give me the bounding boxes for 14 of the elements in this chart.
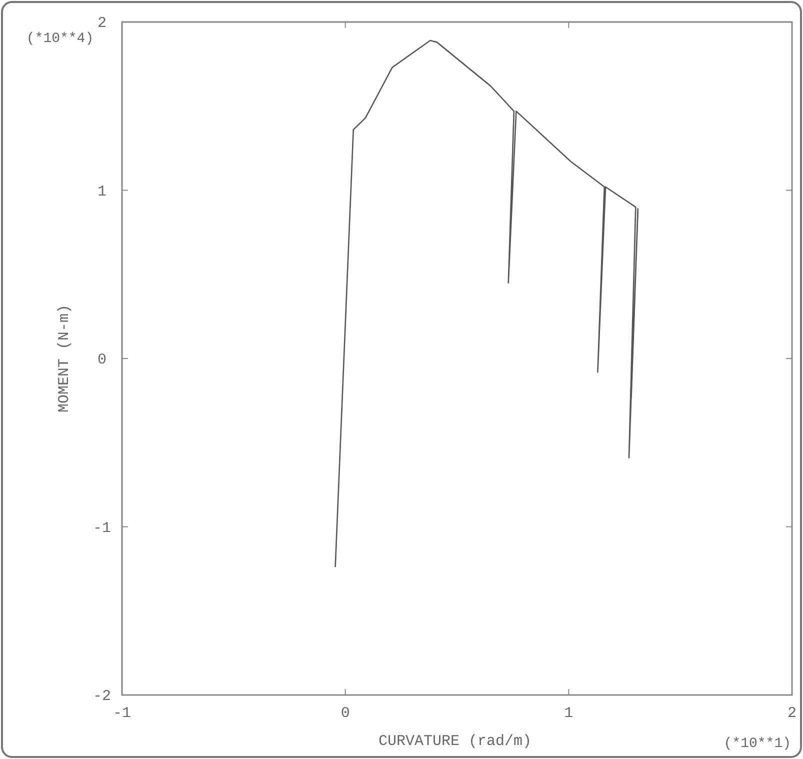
y-tick-label: 0 [97, 352, 107, 368]
text: (*10**1) [724, 736, 791, 752]
x-tick-label: -1 [112, 705, 132, 722]
y-tick-label: -2 [92, 688, 112, 705]
line-series [334, 40, 639, 568]
y-tick-label: 1 [97, 183, 107, 200]
y-tick-label: 2 [97, 15, 107, 32]
y-tick-label: -1 [92, 520, 112, 537]
x-axis-title: CURVATURE (rad/m) [378, 733, 532, 750]
text: (*10**4) [26, 31, 94, 47]
y-axis-title: MOMENT (N-m) [56, 304, 73, 413]
x-tick-label: 2 [787, 705, 797, 722]
x-tick-label: 0 [340, 705, 350, 722]
x-tick-label: 1 [564, 705, 574, 722]
